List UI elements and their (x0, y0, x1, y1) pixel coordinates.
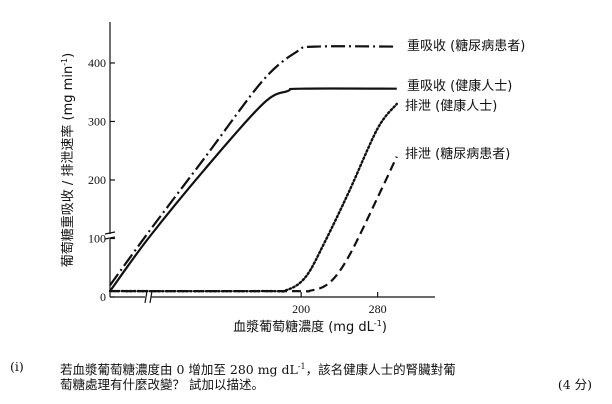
series-label-1: 重吸收 (糖尿病患者) (407, 38, 525, 54)
series-group (108, 45, 398, 293)
y-ticks: 0 100 200 300 400 (88, 56, 115, 304)
question-marks: (4 分) (557, 377, 592, 392)
x-ticks: 200 280 (292, 292, 387, 316)
series-line-4 (109, 156, 398, 293)
series-label-3: 排泄 (健康人士) (405, 98, 497, 114)
y-tick-label-3: 300 (88, 114, 106, 128)
series-line-3 (108, 102, 398, 293)
y-tick-label-2: 200 (88, 173, 106, 187)
question-line-2: 萄糖處理有什麼改變？ 試加以描述。 (60, 377, 264, 392)
x-tick-label-0: 200 (292, 302, 310, 316)
x-axis-break (144, 290, 153, 304)
x-tick-label-1: 280 (369, 302, 387, 316)
series-line-1 (109, 45, 397, 286)
question-line-1: 若血漿葡萄糖濃度由 0 增加至 280 mg dL-1，該名健康人士的腎臟對葡 (60, 362, 456, 378)
y-tick-label-4: 400 (88, 56, 106, 70)
series-line-2 (109, 87, 397, 292)
series-label-2: 重吸收 (健康人士) (407, 78, 512, 94)
y-tick-label-0: 0 (100, 290, 106, 304)
series-label-4: 排泄 (糖尿病患者) (405, 146, 510, 162)
glucose-chart: 0 100 200 300 400 200 280 葡萄糖重吸收 / 排泄速率 (mg m… (60, 22, 525, 335)
y-axis-label: 葡萄糖重吸收 / 排泄速率 (mg min-1) (60, 53, 76, 267)
y-tick-label-1: 100 (88, 231, 106, 245)
question-number: (i) (10, 359, 24, 374)
x-axis-label: 血漿葡萄糖濃度 (mg dL-1) (233, 319, 387, 335)
